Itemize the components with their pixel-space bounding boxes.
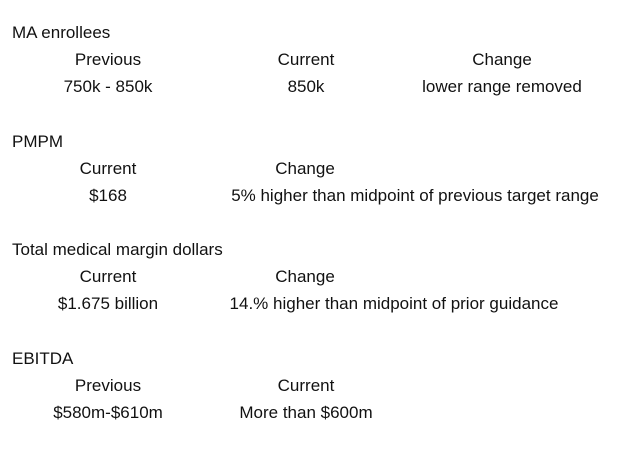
column-header-previous: Previous — [74, 50, 142, 69]
column-header-change: Change — [275, 267, 335, 286]
section-title: MA enrollees — [12, 23, 111, 42]
value-current: $168 — [89, 186, 127, 205]
value-current: $1.675 billion — [57, 294, 159, 313]
value-change: 14.% higher than midpoint of prior guida… — [229, 294, 559, 313]
value-current: 850k — [287, 77, 325, 96]
column-header-previous: Previous — [74, 376, 142, 395]
value-previous: 750k - 850k — [63, 77, 153, 96]
value-current: More than $600m — [239, 403, 373, 422]
column-header-current: Current — [277, 50, 335, 69]
value-change: lower range removed — [422, 77, 582, 96]
section-title: PMPM — [12, 132, 63, 151]
column-header-change: Change — [472, 50, 532, 69]
section-title: EBITDA — [12, 349, 74, 368]
section-title: Total medical margin dollars — [12, 240, 223, 259]
column-header-current: Current — [79, 159, 137, 178]
value-previous: $580m-$610m — [53, 403, 163, 422]
column-header-change: Change — [275, 159, 335, 178]
column-header-current: Current — [277, 376, 335, 395]
column-header-current: Current — [79, 267, 137, 286]
value-change: 5% higher than midpoint of previous targ… — [231, 186, 599, 205]
